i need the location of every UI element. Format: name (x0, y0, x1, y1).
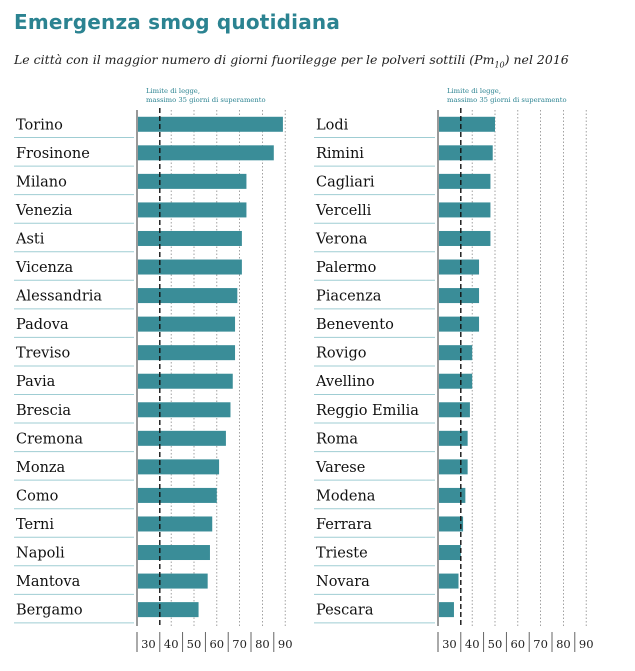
limit-label: massimo 35 giorni di superamento (447, 96, 567, 104)
category-label: Frosinone (16, 146, 90, 162)
category-label: Mantova (16, 574, 81, 590)
bar (138, 487, 217, 503)
category-label: Torino (16, 117, 63, 133)
tick-label: 90 (278, 637, 293, 651)
bar (138, 545, 210, 561)
bar (439, 516, 464, 532)
category-label: Treviso (16, 346, 70, 362)
bar (138, 145, 274, 161)
tick-label: 70 (232, 637, 247, 651)
category-label: Vercelli (315, 203, 372, 219)
bar (439, 202, 491, 218)
bar (138, 459, 220, 475)
category-label: Trieste (316, 546, 368, 562)
bar (138, 202, 247, 218)
category-label: Como (16, 488, 58, 504)
category-label: Roma (316, 431, 358, 447)
chart-panel-1: Torino Frosinone Milano Venezia Asti Vicenza A… (14, 87, 293, 652)
bar (138, 116, 283, 132)
subtitle-text-end: ) nel 2016 (504, 52, 569, 67)
tick-label: 30 (141, 637, 156, 651)
category-label: Pavia (16, 374, 56, 390)
chart-subtitle: Le città con il maggior numero di giorni… (14, 52, 569, 70)
category-label: Lodi (316, 117, 349, 133)
bar (439, 545, 461, 561)
bar (138, 573, 208, 589)
bar (138, 345, 236, 361)
bar (439, 573, 459, 589)
subtitle-text: Le città con il maggior numero di giorni… (14, 52, 495, 67)
subtitle-subscript: 10 (494, 60, 505, 70)
bar (138, 173, 247, 189)
bar (439, 487, 466, 503)
bar (439, 259, 480, 275)
tick-label: 90 (579, 637, 594, 651)
category-label: Verona (315, 231, 368, 247)
bar (439, 430, 468, 446)
limit-label: Limite di legge, (447, 87, 501, 95)
bar (439, 402, 470, 418)
bar (138, 316, 236, 332)
category-label: Benevento (316, 317, 394, 333)
category-label: Palermo (316, 260, 376, 276)
bar (439, 145, 493, 161)
category-label: Cremona (16, 431, 83, 447)
bar (439, 116, 495, 132)
tick-label: 80 (255, 637, 270, 651)
bar (439, 602, 454, 618)
category-label: Milano (16, 174, 67, 190)
category-label: Brescia (16, 403, 71, 419)
category-label: Venezia (15, 203, 73, 219)
bar (138, 259, 242, 275)
tick-label: 30 (442, 637, 457, 651)
category-label: Reggio Emilia (316, 403, 419, 419)
category-label: Rovigo (316, 346, 367, 362)
bar (439, 288, 480, 304)
bar (138, 430, 226, 446)
category-label: Ferrara (316, 517, 372, 533)
tick-label: 60 (209, 637, 224, 651)
bar (138, 402, 231, 418)
bar (439, 459, 468, 475)
category-label: Monza (16, 460, 66, 476)
category-label: Pescara (316, 603, 374, 619)
category-label: Padova (16, 317, 69, 333)
tick-label: 70 (533, 637, 548, 651)
bar (439, 316, 480, 332)
category-label: Bergamo (16, 603, 83, 619)
tick-label: 60 (510, 637, 525, 651)
chart-title: Emergenza smog quotidiana (14, 10, 341, 34)
bar (138, 602, 199, 618)
category-label: Piacenza (316, 289, 382, 305)
tick-label: 80 (556, 637, 571, 651)
category-label: Novara (316, 574, 370, 590)
category-label: Varese (315, 460, 365, 476)
bar (138, 373, 233, 389)
bar (138, 516, 213, 532)
chart-panel-2: Lodi Rimini Cagliari Vercelli Verona Palermo P… (314, 87, 594, 652)
bar (439, 373, 473, 389)
tick-label: 40 (465, 637, 480, 651)
bar (439, 230, 491, 246)
category-label: Vicenza (15, 260, 74, 276)
limit-label: massimo 35 giorni di superamento (146, 96, 266, 104)
category-label: Alessandria (15, 289, 102, 305)
bar (138, 230, 242, 246)
category-label: Cagliari (316, 174, 375, 190)
bar (439, 173, 491, 189)
tick-label: 40 (164, 637, 179, 651)
category-label: Terni (16, 517, 54, 533)
tick-label: 50 (187, 637, 202, 651)
category-label: Rimini (316, 146, 364, 162)
category-label: Avellino (315, 374, 375, 390)
bar (439, 345, 473, 361)
bar (138, 288, 238, 304)
category-label: Asti (15, 231, 45, 247)
limit-label: Limite di legge, (146, 87, 200, 95)
category-label: Napoli (16, 546, 65, 562)
category-label: Modena (316, 488, 376, 504)
tick-label: 50 (488, 637, 503, 651)
